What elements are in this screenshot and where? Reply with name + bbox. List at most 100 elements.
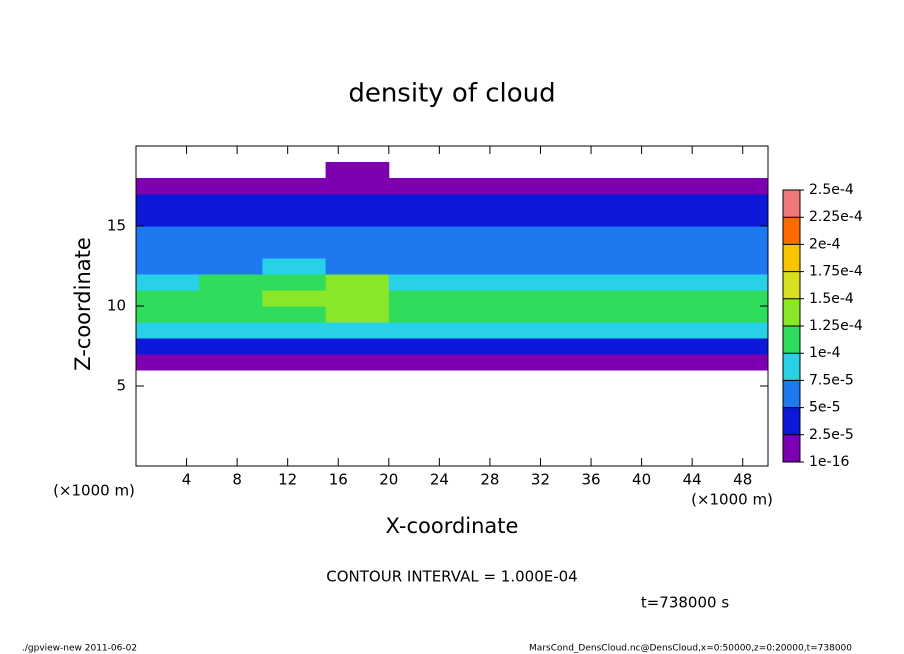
cell <box>136 210 200 227</box>
colorbar-label: 5e-5 <box>809 400 840 416</box>
x-tick-label: 36 <box>581 471 600 489</box>
cell <box>388 226 453 243</box>
cell <box>262 226 327 243</box>
cell <box>704 274 769 291</box>
cell <box>262 354 327 371</box>
colorbar-label: 1e-16 <box>809 454 849 470</box>
x-tick-label: 24 <box>430 471 449 489</box>
cell <box>578 178 643 195</box>
colorbar-label: 2.5e-5 <box>809 427 854 443</box>
cell <box>452 306 516 323</box>
cell <box>325 178 390 195</box>
cell <box>578 226 643 243</box>
cell <box>388 306 453 323</box>
cell <box>515 354 579 371</box>
colorbar-label: 1.75e-4 <box>809 264 863 280</box>
cell <box>136 274 200 291</box>
cell <box>199 290 263 307</box>
cell <box>452 258 516 275</box>
y-tick-label: 15 <box>107 217 126 235</box>
cell <box>704 258 769 275</box>
colorbar-label: 1.5e-4 <box>809 291 854 307</box>
cell <box>704 354 769 371</box>
cell <box>578 194 643 211</box>
cell <box>325 306 390 323</box>
colorbar-label: 2.25e-4 <box>809 209 863 225</box>
cell <box>515 290 579 307</box>
cell <box>136 178 200 195</box>
cell <box>388 242 453 259</box>
cell <box>578 274 643 291</box>
cell <box>136 306 200 323</box>
cell <box>262 274 327 291</box>
cell <box>515 226 579 243</box>
cell <box>452 274 516 291</box>
cell <box>199 338 263 355</box>
cell <box>578 338 643 355</box>
cell <box>262 338 327 355</box>
cell <box>262 290 327 307</box>
x-tick-label: 40 <box>632 471 651 489</box>
chart-title: density of cloud <box>348 79 555 109</box>
cell <box>452 338 516 355</box>
cell <box>515 322 579 339</box>
colorbar-label: 7.5e-5 <box>809 372 854 388</box>
cell <box>262 210 327 227</box>
colorbar-segment <box>783 217 800 245</box>
y-tick-label: 10 <box>107 297 126 315</box>
colorbar-segment <box>783 326 800 354</box>
cell <box>515 242 579 259</box>
cell <box>136 242 200 259</box>
x-tick-label: 20 <box>379 471 398 489</box>
cell <box>388 194 453 211</box>
y-axis-label: Z-coordinate <box>71 237 95 371</box>
y-unit: (×1000 m) <box>53 482 135 500</box>
cell <box>262 322 327 339</box>
cell <box>704 210 769 227</box>
cell <box>515 194 579 211</box>
cell <box>199 306 263 323</box>
cell <box>325 162 390 179</box>
colorbar-label: 1.25e-4 <box>809 318 863 334</box>
colorbar-segment <box>783 353 800 381</box>
cell <box>262 258 327 275</box>
colorbar-segment <box>783 271 800 299</box>
cell <box>388 178 453 195</box>
cell <box>641 274 706 291</box>
x-tick-label: 8 <box>232 471 242 489</box>
cell <box>704 178 769 195</box>
cell <box>388 210 453 227</box>
cell <box>262 194 327 211</box>
contour-note: CONTOUR INTERVAL = 1.000E-04 <box>326 568 577 586</box>
cell <box>199 274 263 291</box>
cell <box>199 210 263 227</box>
cell <box>325 274 390 291</box>
cell <box>325 290 390 307</box>
cell <box>199 226 263 243</box>
cell <box>388 338 453 355</box>
cell <box>578 242 643 259</box>
colorbar-segment <box>783 298 800 326</box>
cell <box>515 178 579 195</box>
cell <box>452 354 516 371</box>
colorbar-label: 2.5e-4 <box>809 182 854 198</box>
x-tick-label: 12 <box>278 471 297 489</box>
cell <box>262 306 327 323</box>
cell <box>641 210 706 227</box>
colorbar-segment <box>783 434 800 462</box>
colorbar-segment <box>783 244 800 272</box>
cell <box>325 322 390 339</box>
cell <box>578 322 643 339</box>
cell <box>578 290 643 307</box>
cell <box>704 306 769 323</box>
cell <box>641 338 706 355</box>
cell <box>136 194 200 211</box>
cell <box>388 322 453 339</box>
cell <box>262 178 327 195</box>
cell <box>452 242 516 259</box>
cell <box>452 322 516 339</box>
cell <box>641 354 706 371</box>
cell <box>388 290 453 307</box>
cell <box>515 338 579 355</box>
cell <box>641 306 706 323</box>
